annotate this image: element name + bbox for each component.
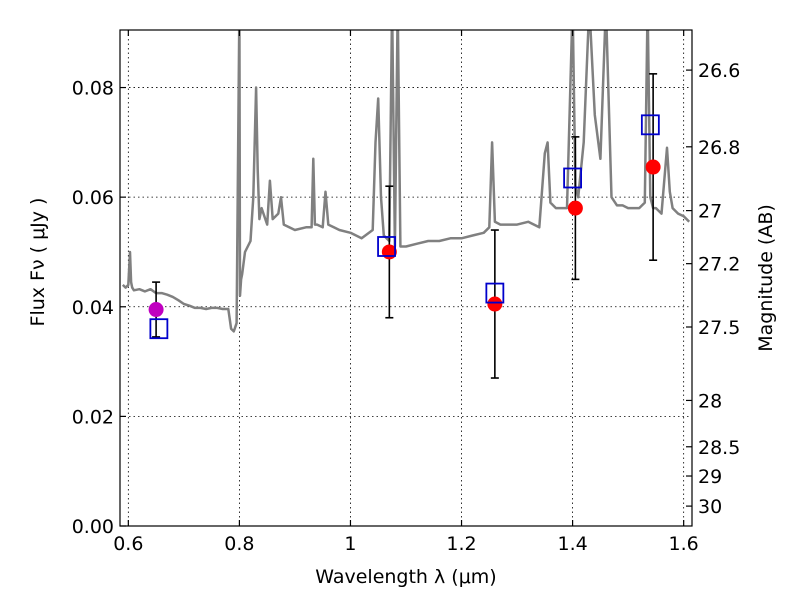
plot-frame	[119, 29, 693, 527]
mag-tick-label-4: 27.5	[698, 317, 740, 339]
mag-tick-label-6: 28.5	[698, 437, 740, 459]
model-photometry-square-3	[563, 167, 583, 189]
x-tick-label-5: 1.6	[669, 533, 699, 555]
x-tick-label-2: 1	[344, 533, 356, 555]
y-tick-label-4: 0.08	[72, 78, 114, 100]
mag-tick-label-1: 26.8	[698, 137, 740, 159]
y-tick-label-3: 0.06	[72, 187, 114, 209]
y-tick-label-1: 0.02	[72, 406, 114, 428]
x-tick-label-0: 0.6	[113, 533, 143, 555]
observed-point-1-1	[487, 296, 503, 312]
model-photometry-square-2	[485, 282, 505, 304]
x-tick-label-1: 0.8	[224, 533, 254, 555]
x-tick-label-4: 1.4	[557, 533, 587, 555]
observed-point-1-3	[645, 159, 661, 175]
observed-point-1-2	[567, 200, 583, 216]
model-photometry-square-0	[149, 318, 169, 340]
y-axis-label: Flux Fν ( μJy )	[27, 198, 49, 327]
model-photometry-square-4	[640, 114, 660, 136]
x-tick-label-3: 1.2	[446, 533, 476, 555]
y2-axis-label: Magnitude (AB)	[755, 204, 777, 352]
mag-tick-label-8: 30	[698, 496, 722, 518]
model-spectrum-line	[121, 30, 691, 333]
x-axis-label: Wavelength λ (μm)	[315, 566, 496, 588]
mag-tick-label-2: 27	[698, 201, 722, 223]
observed-point-2-0	[148, 302, 164, 318]
y-tick-label-0: 0.00	[72, 516, 114, 538]
data-layer	[121, 30, 691, 379]
axes: 0.6 0.8 1 1.2 1.4 1.6 0.00 0.02 0.04 0.06 0.08 26.6…	[72, 29, 740, 555]
mag-tick-label-3: 27.2	[698, 254, 740, 276]
model-photometry-square-1	[377, 236, 396, 257]
y-tick-label-2: 0.04	[72, 297, 114, 319]
mag-tick-label-7: 29	[698, 466, 722, 488]
mag-tick-label-5: 28	[698, 390, 722, 412]
mag-tick-label-0: 26.6	[698, 60, 740, 82]
